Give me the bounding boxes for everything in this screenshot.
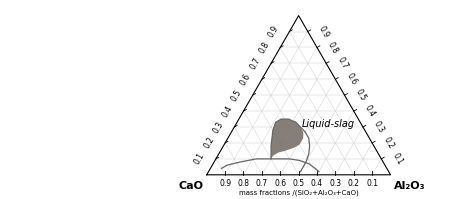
Text: 0.3: 0.3 [372, 120, 386, 135]
Text: 0.8: 0.8 [237, 179, 249, 188]
Text: 0.7: 0.7 [256, 179, 268, 188]
Text: 0.7: 0.7 [248, 56, 262, 71]
Text: 0.7: 0.7 [336, 56, 349, 71]
Text: 0.5: 0.5 [229, 88, 244, 103]
Text: 0.1: 0.1 [193, 151, 207, 166]
Text: 0.8: 0.8 [257, 40, 271, 55]
Text: 0.4: 0.4 [363, 104, 377, 119]
Text: mass fractions /(SiO₂+Al₂O₃+CaO): mass fractions /(SiO₂+Al₂O₃+CaO) [239, 189, 358, 196]
Text: 0.4: 0.4 [220, 104, 234, 119]
Text: 0.2: 0.2 [202, 136, 216, 150]
Polygon shape [271, 119, 303, 159]
Text: 0.2: 0.2 [348, 179, 360, 188]
Text: 0.1: 0.1 [391, 151, 404, 166]
Text: 0.1: 0.1 [366, 179, 378, 188]
Text: 0.5: 0.5 [292, 179, 305, 188]
Text: 0.6: 0.6 [274, 179, 286, 188]
Text: 0.2: 0.2 [382, 136, 395, 150]
Text: 0.6: 0.6 [345, 72, 358, 87]
Text: Liquid-slag: Liquid-slag [301, 119, 355, 129]
Text: 0.3: 0.3 [211, 120, 225, 135]
Text: 0.9: 0.9 [219, 179, 231, 188]
Text: 0.9: 0.9 [317, 24, 331, 39]
Text: Al₂O₃: Al₂O₃ [394, 181, 426, 191]
Text: 0.8: 0.8 [326, 40, 340, 55]
Text: 0.4: 0.4 [311, 179, 323, 188]
Text: 0.9: 0.9 [266, 24, 280, 39]
Text: CaO: CaO [178, 181, 203, 191]
Text: 0.6: 0.6 [239, 72, 253, 87]
Text: 0.5: 0.5 [354, 88, 368, 103]
Text: 0.3: 0.3 [329, 179, 341, 188]
